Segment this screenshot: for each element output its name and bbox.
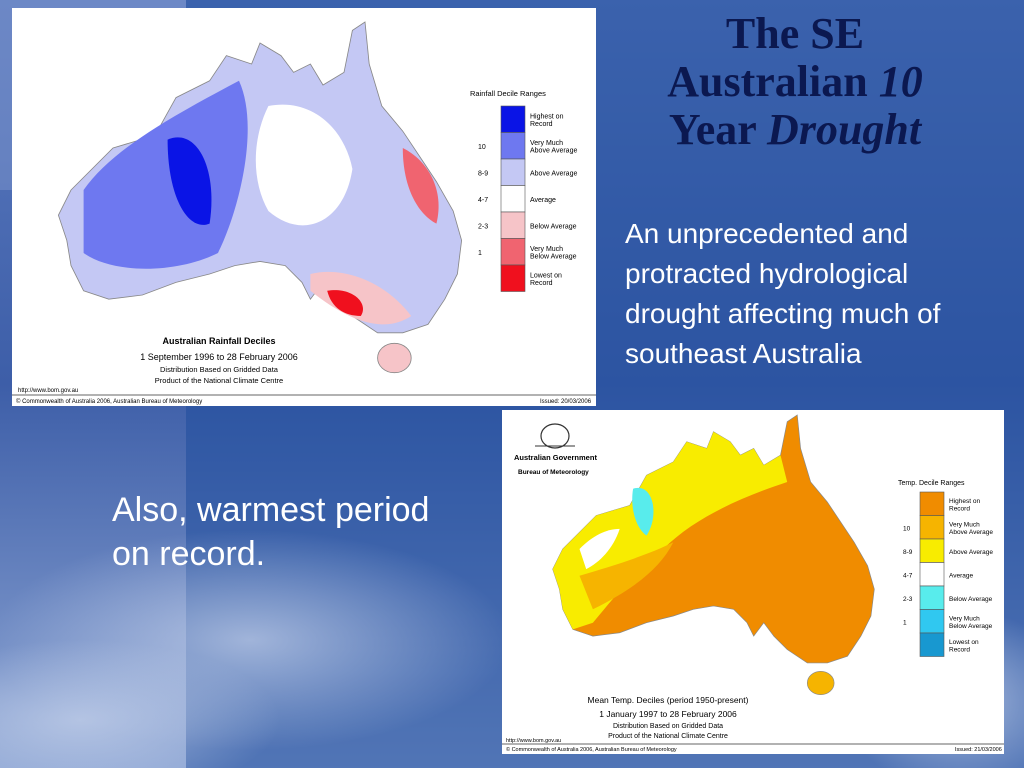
caption: Australian Rainfall Deciles xyxy=(162,336,275,346)
copyright: © Commonwealth of Australia 2006, Austra… xyxy=(506,746,677,753)
legend-swatch xyxy=(919,632,945,657)
legend-swatch xyxy=(919,585,945,610)
legend-swatch xyxy=(919,562,945,587)
legend-label: Very Much Below Average xyxy=(530,246,577,261)
legend-range: 2-3 xyxy=(903,596,913,603)
title-text: Australian xyxy=(667,57,868,106)
legend-range: 4-7 xyxy=(903,572,913,579)
caption: Product of the National Climate Centre xyxy=(155,376,283,385)
legend-range: 10 xyxy=(478,144,486,151)
legend-swatch xyxy=(500,105,526,133)
legend-label: Very Much Above Average xyxy=(530,140,577,155)
legend-swatch xyxy=(500,158,526,186)
legend-swatch xyxy=(919,515,945,540)
legend-title: Rainfall Decile Ranges xyxy=(470,89,546,98)
caption: 1 January 1997 to 28 February 2006 xyxy=(599,709,737,719)
copyright: © Commonwealth of Australia 2006, Austra… xyxy=(16,398,202,405)
note-text: Also, warmest period on record. xyxy=(112,491,430,573)
caption: Product of the National Climate Centre xyxy=(608,733,728,740)
title-italic: 10 xyxy=(878,57,923,106)
legend-range: 10 xyxy=(903,525,911,532)
map-texts: Rainfall Decile Ranges Australian Rainfa… xyxy=(16,89,1002,753)
legend-swatch xyxy=(919,491,945,516)
title-line: Year Drought xyxy=(610,106,980,154)
caption: Mean Temp. Deciles (period 1950-present) xyxy=(588,695,749,705)
map-shape xyxy=(57,21,463,374)
title-italic: Drought xyxy=(767,105,922,154)
legend-swatch xyxy=(500,264,526,292)
crest xyxy=(535,423,575,449)
legend-label: Lowest on Record xyxy=(530,272,562,287)
legend-label: Very Much Below Average xyxy=(949,616,993,630)
legend-label: Highest on Record xyxy=(949,498,980,512)
legend-label: Below Average xyxy=(530,223,577,230)
legend-label: Average xyxy=(530,197,556,204)
cloud xyxy=(0,640,280,768)
legend-swatch xyxy=(919,609,945,634)
caption: Distribution Based on Gridded Data xyxy=(613,723,723,730)
bureau: Bureau of Meteorology xyxy=(518,469,589,476)
title-line: Australian 10 xyxy=(610,58,980,106)
legend-range: 1 xyxy=(478,250,482,257)
issued: Issued: 20/03/2006 xyxy=(540,399,592,405)
legend-range: 1 xyxy=(903,619,907,626)
legend-label: Very Much Above Average xyxy=(949,522,993,536)
legend-swatch xyxy=(500,211,526,239)
rainfall-map xyxy=(12,8,596,406)
legend-label: Lowest on Record xyxy=(949,639,979,653)
legend-range: 8-9 xyxy=(478,170,488,177)
agency: Australian Government xyxy=(514,453,597,462)
legend-range: 8-9 xyxy=(903,549,913,556)
legend-swatch xyxy=(500,132,526,160)
legend-swatch xyxy=(919,538,945,563)
caption: Distribution Based on Gridded Data xyxy=(160,365,279,374)
legend-range: 2-3 xyxy=(478,223,488,230)
body-text: An unprecedented and protracted hydrolog… xyxy=(625,218,941,369)
legend-label: Below Average xyxy=(949,596,993,603)
legend-swatch xyxy=(500,185,526,213)
issued: Issued: 21/03/2006 xyxy=(955,747,1002,753)
url: http://www.bom.gov.au xyxy=(18,388,78,394)
slide-title: The SE Australian 10 Year Drought xyxy=(610,10,980,154)
legend-range: 4-7 xyxy=(478,197,488,204)
url: http://www.bom.gov.au xyxy=(506,738,561,744)
title-line: The SE xyxy=(725,9,865,58)
legend-label: Average xyxy=(949,572,973,579)
caption: 1 September 1996 to 28 February 2006 xyxy=(140,352,298,362)
legend-label: Highest on Record xyxy=(530,113,564,128)
legend-label: Above Average xyxy=(530,170,577,177)
legend-label: Above Average xyxy=(949,549,993,556)
legend-title: Temp. Decile Ranges xyxy=(898,480,965,487)
map-shape xyxy=(552,414,875,696)
title-text: Year xyxy=(668,105,757,154)
legend-swatch xyxy=(500,238,526,266)
